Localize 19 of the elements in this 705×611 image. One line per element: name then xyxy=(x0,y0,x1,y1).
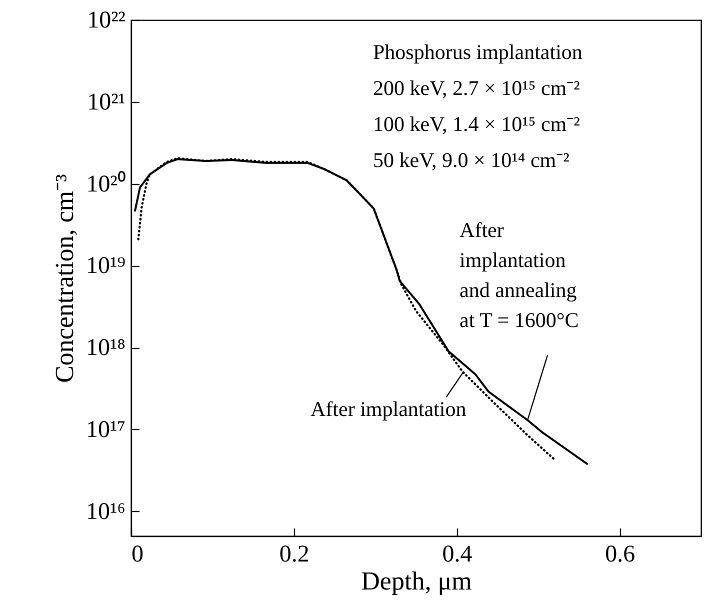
x-tick-label: 0.6 xyxy=(605,542,636,568)
x-axis-title: Depth, μm xyxy=(361,566,472,596)
annotation: 200 keV, 2.7 × 10¹⁵ cm⁻² xyxy=(373,76,580,100)
y-tick-label: 10¹⁶ xyxy=(86,498,126,525)
y-tick-label: 10²¹ xyxy=(87,89,126,116)
annotation: Phosphorus implantation xyxy=(373,40,583,64)
y-axis-title: Concentration, cm⁻³ xyxy=(50,174,79,383)
y-tick-label: 10¹⁷ xyxy=(86,416,126,443)
x-tick-label: 0.4 xyxy=(442,542,472,568)
x-tick-label: 0.2 xyxy=(279,542,310,568)
y-tick-label: 10¹⁸ xyxy=(86,335,126,362)
annotation: After implantation xyxy=(310,397,467,422)
annotation: 100 keV, 1.4 × 10¹⁵ cm⁻² xyxy=(373,112,580,136)
y-tick-label: 10¹⁹ xyxy=(86,253,126,280)
annotation: After implantation and annealing at T = 1600°C xyxy=(460,218,579,332)
x-tick-label: 0 xyxy=(132,542,144,568)
annotation: 50 keV, 9.0 × 10¹⁴ cm⁻² xyxy=(373,148,570,172)
y-tick-label: 10²² xyxy=(87,8,126,34)
y-tick-label: 10²⁰ xyxy=(86,170,126,198)
